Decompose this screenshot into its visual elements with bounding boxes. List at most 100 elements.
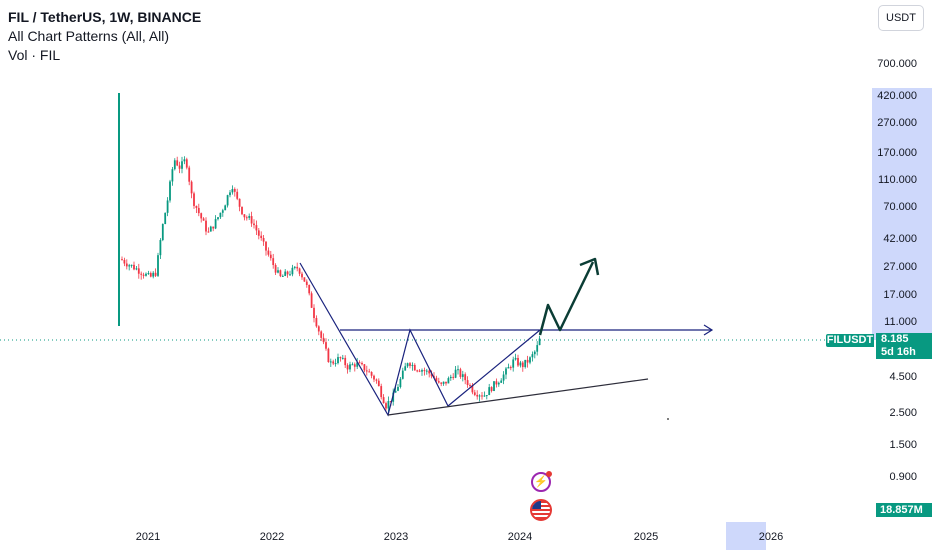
candle [353,364,356,367]
candle [269,254,272,259]
candle [171,169,174,182]
candle [185,159,188,168]
candle [260,235,263,239]
candle [440,382,443,384]
candle [245,217,248,219]
candle [514,357,517,360]
candle [469,384,471,386]
candle [310,293,313,308]
y-tick-label: 2.500 [889,407,917,419]
symbol-price-tag: FILUSDT [826,334,874,347]
candle [241,206,243,215]
candle [137,268,140,274]
y-tick-label: 42.000 [883,233,917,245]
volume-title[interactable]: Vol · FIL [8,47,61,63]
symbol-title[interactable]: FIL / TetherUS, 1W, BINANCE [8,9,202,25]
y-tick-label: 4.500 [889,371,917,383]
candle [351,364,354,366]
candle [471,385,474,393]
candle [457,369,459,371]
candle [524,359,527,368]
candle [262,238,265,242]
candle [147,273,150,275]
candle [229,192,231,196]
candle [411,364,414,366]
candle [205,220,207,232]
candle [334,363,337,365]
candle [128,265,131,267]
candle [389,401,392,403]
candle [207,231,210,233]
candle [466,380,469,385]
candle [401,370,404,379]
candle [356,362,359,367]
y-tick-label: 0.900 [889,471,917,483]
candle [130,264,133,266]
price-axis: 700.000 420.000 270.000 170.000 110.000 70.00… [877,58,917,483]
candle [430,373,433,377]
candle [272,258,275,266]
candle [329,361,332,363]
candle [193,193,195,206]
x-tick-label: 2023 [384,531,408,543]
candle [265,241,267,251]
candle [437,381,440,383]
resistance-arrow-head [703,324,714,336]
candle [135,268,138,270]
candle [488,387,491,396]
candle [507,367,510,369]
candle [502,374,505,381]
candle [327,348,330,363]
candle [202,218,205,221]
candle [226,195,229,206]
candle [173,160,176,170]
candle [190,181,193,194]
candle [308,284,311,294]
currency-button[interactable]: USDT [878,5,924,31]
candle [421,370,423,372]
candle [449,376,452,379]
candle [188,167,191,182]
pattern-zigzag [299,262,541,417]
candle [221,210,224,213]
bar-countdown: 5d 16h [881,346,916,358]
candle [320,331,323,338]
candle [385,403,387,409]
candle [370,372,373,376]
candle [493,381,495,391]
candle [219,212,222,218]
candle [409,363,411,366]
candle [181,161,183,169]
notification-dot [546,471,552,477]
candle [243,214,246,218]
candle [161,223,164,241]
candle [289,274,291,276]
candle [478,395,481,397]
candle [521,362,524,368]
candle [483,395,486,397]
candle [536,345,539,352]
candle [473,392,476,395]
chart-pattern [299,262,714,417]
candle [197,207,200,214]
candle [253,223,255,226]
indicator-title[interactable]: All Chart Patterns (All, All) [8,28,170,44]
candle [341,357,344,359]
candle [500,380,503,383]
lightning-icon[interactable]: ⚡ [531,471,552,492]
candle [435,377,438,382]
candle [346,365,349,370]
candle [454,369,457,378]
candle [121,259,123,261]
x-tick-label: 2022 [260,531,284,543]
last-price-value: 8.185 [881,333,909,345]
candle [274,265,277,273]
flag-canton [532,501,541,509]
candle [200,213,203,219]
us-flag-icon[interactable] [530,499,552,521]
candle [365,370,368,372]
candle [169,181,171,201]
candle [394,390,397,393]
candle [490,387,493,391]
